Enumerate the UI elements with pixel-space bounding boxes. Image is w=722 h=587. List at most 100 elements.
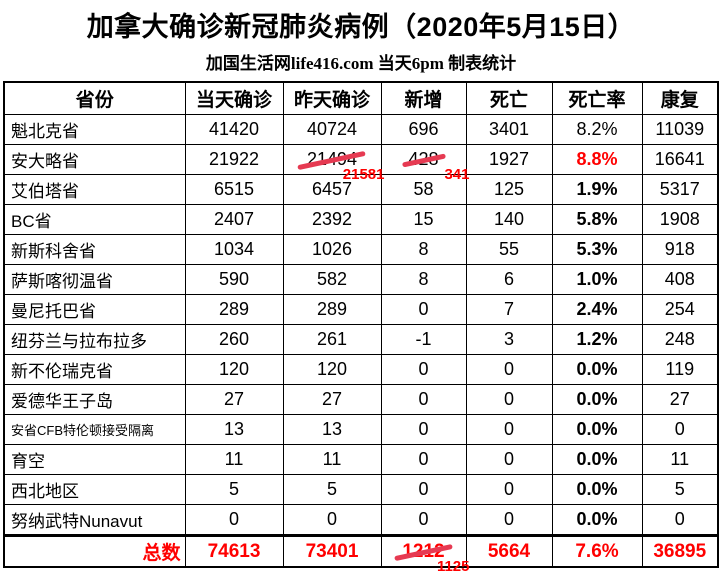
- column-header-2: 昨天确诊: [282, 81, 382, 115]
- recovered-cell: 248: [641, 324, 719, 355]
- new-cell: 0: [380, 294, 467, 325]
- province-name: 艾伯塔省: [3, 174, 186, 205]
- new-cell: 0: [380, 504, 467, 536]
- province-name: 萨斯喀彻温省: [3, 264, 186, 295]
- new-cell: 58: [380, 174, 467, 205]
- table-row: 曼尼托巴省 289 289 0 7 2.4% 254: [3, 294, 719, 325]
- new-cell: 8: [380, 234, 467, 265]
- rate-cell: 2.4%: [551, 294, 643, 325]
- struck-original-value: 428: [408, 149, 439, 169]
- yesterday-cell: 27: [282, 384, 382, 415]
- province-name: 纽芬兰与拉布拉多: [3, 324, 186, 355]
- today-cell: 2407: [184, 204, 284, 235]
- table-row: 育空 11 11 0 0 0.0% 11: [3, 444, 719, 475]
- recovered-cell: 11039: [641, 114, 719, 145]
- today-cell: 13: [184, 414, 284, 445]
- yesterday-cell: 1026: [282, 234, 382, 265]
- rate-cell: 0.0%: [551, 474, 643, 505]
- province-name: BC省: [3, 204, 186, 235]
- rate-cell: 0.0%: [551, 414, 643, 445]
- table-row: 魁北克省 41420 40724 696 3401 8.2% 11039: [3, 114, 719, 145]
- table-row: 艾伯塔省 6515 6457 58 125 1.9% 5317: [3, 174, 719, 205]
- struck-original-value: 21494: [306, 149, 358, 169]
- deaths-cell: 140: [465, 204, 553, 235]
- yesterday-cell: 2392: [282, 204, 382, 235]
- table-row: 安大略省 21922 21494 21581 428 341 1927 8.8% 16641: [3, 144, 719, 182]
- recovered-cell: 254: [641, 294, 719, 325]
- province-name: 努纳武特Nunavut: [3, 504, 186, 536]
- page-subtitle: 加国生活网life416.com 当天6pm 制表统计: [205, 54, 517, 73]
- rate-cell: 1.9%: [551, 174, 643, 205]
- new-cell: 8: [380, 264, 467, 295]
- today-cell: 11: [184, 444, 284, 475]
- recovered-cell: 0: [641, 414, 719, 445]
- table-row: 萨斯喀彻温省 590 582 8 6 1.0% 408: [3, 264, 719, 295]
- deaths-cell: 6: [465, 264, 553, 295]
- rate-cell: 8.8%: [551, 144, 643, 175]
- today-cell: 120: [184, 354, 284, 385]
- new-cell: 428 341: [380, 144, 470, 182]
- rate-cell: 0.0%: [551, 504, 643, 536]
- today-cell: 21922: [184, 144, 284, 175]
- struck-original-value: 1212: [402, 540, 445, 562]
- deaths-cell: 7: [465, 294, 553, 325]
- today-cell: 27: [184, 384, 284, 415]
- province-name: 西北地区: [3, 474, 186, 505]
- recovered-cell: 5317: [641, 174, 719, 205]
- province-name: 新斯科舍省: [3, 234, 186, 265]
- rate-cell: 1.0%: [551, 264, 643, 295]
- handwritten-correction: 341: [444, 166, 470, 183]
- deaths-cell: 0: [465, 354, 553, 385]
- deaths-cell: 125: [465, 174, 553, 205]
- deaths-cell: 0: [465, 444, 553, 475]
- total-label: 总数: [3, 534, 186, 568]
- column-header-0: 省份: [3, 81, 186, 115]
- deaths-cell: 0: [465, 474, 553, 505]
- today-cell: 260: [184, 324, 284, 355]
- page-title: 加拿大确诊新冠肺炎病例（2020年5月15日）: [86, 12, 636, 42]
- yesterday-cell: 582: [282, 264, 382, 295]
- column-header-3: 新增: [380, 81, 467, 115]
- recovered-cell: 27: [641, 384, 719, 415]
- deaths-cell: 0: [465, 414, 553, 445]
- recovered-cell: 5: [641, 474, 719, 505]
- yesterday-cell: 21494 21581: [282, 144, 385, 182]
- new-cell: 15: [380, 204, 467, 235]
- province-name: 安大略省: [3, 144, 186, 175]
- column-header-4: 死亡: [465, 81, 553, 115]
- table-row: BC省 2407 2392 15 140 5.8% 1908: [3, 204, 719, 235]
- recovered-cell: 36895: [641, 534, 719, 568]
- table-row: 安省CFB特伦顿接受隔离 13 13 0 0 0.0% 0: [3, 414, 719, 445]
- new-cell: -1: [380, 324, 467, 355]
- province-name: 育空: [3, 444, 186, 475]
- province-name: 安省CFB特伦顿接受隔离: [3, 414, 186, 445]
- province-name: 魁北克省: [3, 114, 186, 145]
- today-cell: 6515: [184, 174, 284, 205]
- rate-cell: 0.0%: [551, 384, 643, 415]
- new-cell: 0: [380, 414, 467, 445]
- today-cell: 74613: [184, 534, 284, 568]
- yesterday-cell: 73401: [282, 534, 382, 568]
- table-row: 纽芬兰与拉布拉多 260 261 -1 3 1.2% 248: [3, 324, 719, 355]
- rate-cell: 7.6%: [551, 534, 643, 568]
- yesterday-cell: 6457: [282, 174, 382, 205]
- yesterday-cell: 40724: [282, 114, 382, 145]
- province-name: 新不伦瑞克省: [3, 354, 186, 385]
- today-cell: 1034: [184, 234, 284, 265]
- recovered-cell: 1908: [641, 204, 719, 235]
- deaths-cell: 55: [465, 234, 553, 265]
- new-cell: 0: [380, 474, 467, 505]
- recovered-cell: 11: [641, 444, 719, 475]
- yesterday-cell: 5: [282, 474, 382, 505]
- province-name: 曼尼托巴省: [3, 294, 186, 325]
- new-cell: 0: [380, 384, 467, 415]
- rate-cell: 5.8%: [551, 204, 643, 235]
- handwritten-correction: 1125: [436, 558, 470, 575]
- today-cell: 5: [184, 474, 284, 505]
- yesterday-cell: 0: [282, 504, 382, 536]
- rate-cell: 8.2%: [551, 114, 643, 145]
- new-cell: 0: [380, 444, 467, 475]
- rate-cell: 0.0%: [551, 354, 643, 385]
- recovered-cell: 0: [641, 504, 719, 536]
- yesterday-cell: 261: [282, 324, 382, 355]
